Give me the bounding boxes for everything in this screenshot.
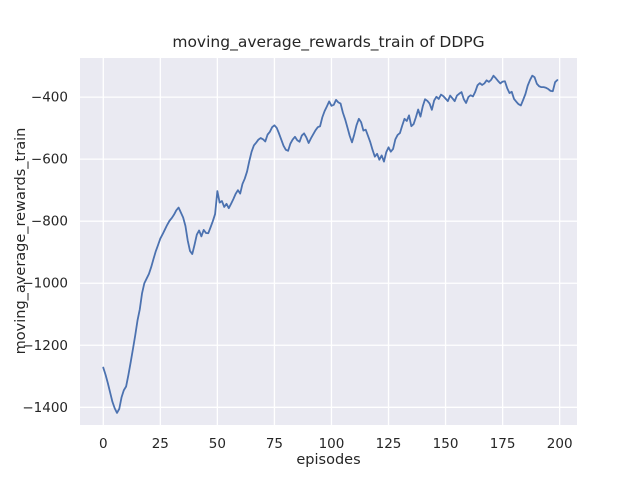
x-tick-label: 50 [209, 436, 226, 452]
x-tick-label: 125 [376, 436, 402, 452]
y-tick-label: −400 [31, 90, 68, 106]
axes-background [80, 58, 577, 425]
x-tick-label: 75 [266, 436, 283, 452]
x-tick-label: 200 [547, 436, 573, 452]
y-tick-label: −800 [31, 214, 68, 230]
x-tick-label: 150 [433, 436, 459, 452]
x-tick-label: 175 [490, 436, 516, 452]
x-axis-label: episodes [296, 452, 361, 468]
x-tick-label: 25 [152, 436, 169, 452]
y-tick-label: −1200 [22, 338, 68, 354]
y-tick-label: −1000 [22, 276, 68, 292]
y-tick-label: −600 [31, 152, 68, 168]
x-tick-label: 100 [319, 436, 345, 452]
x-tick-label: 0 [99, 436, 108, 452]
chart-title: moving_average_rewards_train of DDPG [172, 33, 485, 51]
y-tick-label: −1400 [22, 400, 68, 416]
series-line [102, 74, 559, 414]
y-axis-label: moving_average_rewards_train [13, 127, 29, 355]
